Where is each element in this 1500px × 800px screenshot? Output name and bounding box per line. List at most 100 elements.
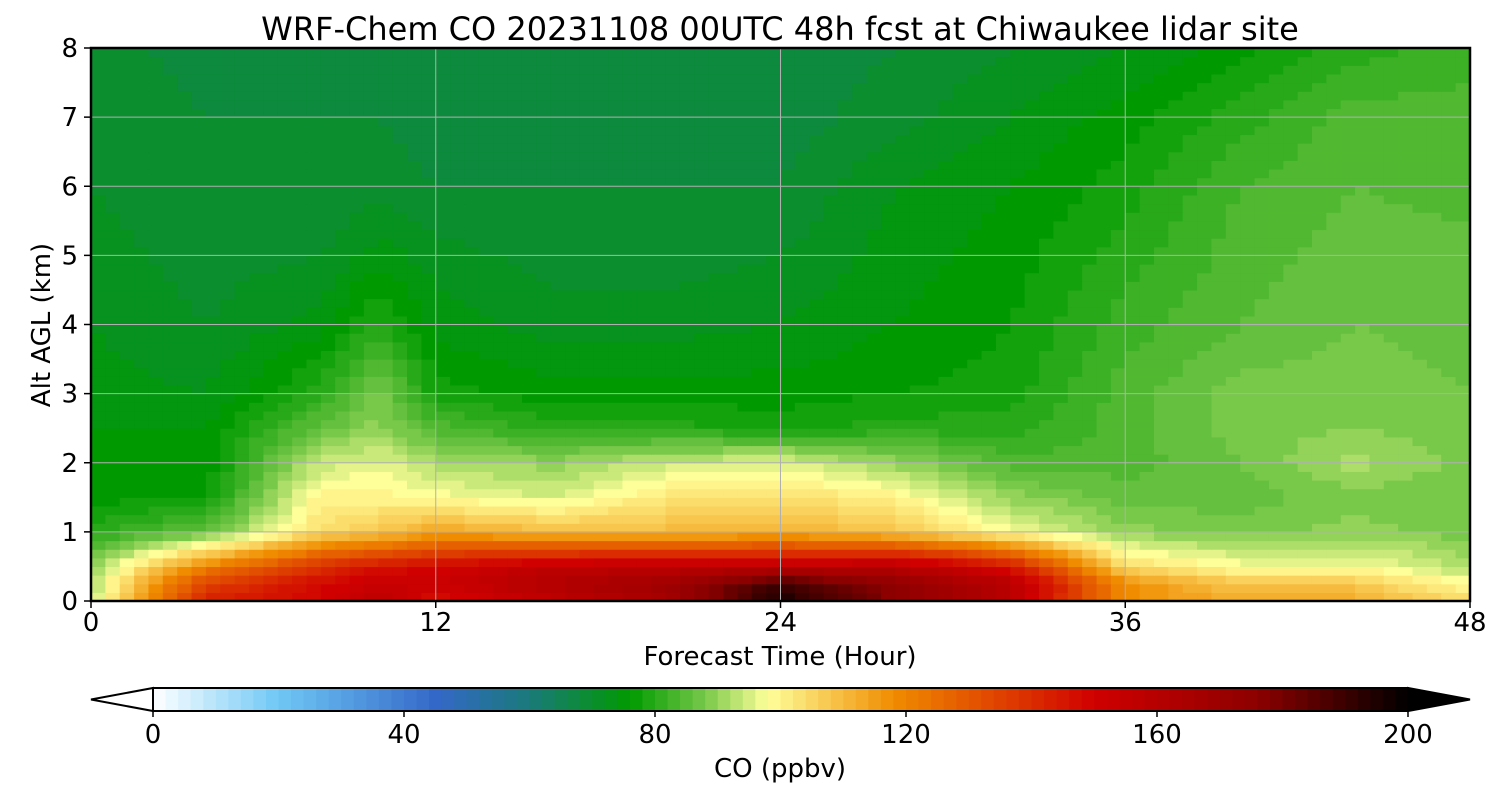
heatmap-cell [766, 272, 782, 282]
heatmap-cell [565, 229, 580, 239]
heatmap-cell [119, 523, 135, 533]
heatmap-cell [1240, 186, 1256, 196]
heatmap-cell [708, 566, 724, 576]
heatmap-cell [435, 592, 451, 602]
heatmap-cell [1096, 203, 1112, 213]
heatmap-cell [464, 307, 480, 317]
heatmap-cell [737, 540, 753, 550]
heatmap-cell [435, 471, 451, 481]
heatmap-cell [1082, 376, 1098, 386]
heatmap-cell [1326, 583, 1342, 593]
heatmap-cell [823, 488, 839, 498]
heatmap-cell [1125, 384, 1141, 395]
heatmap-cell [895, 428, 911, 438]
heatmap-cell [881, 203, 897, 213]
heatmap-cell [263, 531, 279, 542]
heatmap-cell [205, 298, 221, 308]
heatmap-cell [119, 367, 135, 377]
heatmap-cell [1182, 575, 1198, 585]
heatmap-cell [1455, 160, 1471, 170]
heatmap-cell [1197, 454, 1213, 464]
heatmap-cell [378, 566, 394, 576]
heatmap-cell [866, 531, 882, 542]
heatmap-cell [751, 246, 767, 256]
heatmap-cell [924, 497, 940, 507]
heatmap-cell [1268, 168, 1284, 179]
heatmap-cell [249, 402, 264, 412]
heatmap-cell [593, 168, 609, 179]
heatmap-cell [1240, 264, 1256, 274]
heatmap-cell [1441, 367, 1457, 377]
heatmap-cell [1455, 410, 1471, 421]
heatmap-cell [306, 410, 322, 421]
heatmap-cell [837, 315, 853, 326]
heatmap-cell [1311, 255, 1327, 265]
heatmap-cell [421, 514, 437, 524]
heatmap-cell [1225, 281, 1241, 291]
heatmap-cell [1039, 350, 1055, 360]
heatmap-cell [1297, 376, 1313, 386]
heatmap-cell [134, 419, 150, 429]
heatmap-cell [651, 298, 667, 308]
heatmap-cell [1082, 428, 1098, 438]
heatmap-cell [507, 341, 523, 352]
heatmap-cell [924, 359, 940, 369]
heatmap-cell [1340, 592, 1356, 602]
heatmap-cell [895, 531, 911, 542]
heatmap-cell [1225, 272, 1241, 282]
heatmap-cell [651, 333, 667, 343]
heatmap-cell [1096, 324, 1112, 334]
heatmap-cell [1211, 402, 1227, 412]
heatmap-cell [809, 264, 825, 274]
heatmap-cell [177, 514, 193, 524]
heatmap-cell [421, 592, 437, 602]
heatmap-cell [363, 238, 379, 248]
heatmap-cell [780, 289, 796, 300]
heatmap-cell [234, 384, 250, 395]
heatmap-cell [995, 549, 1011, 559]
heatmap-cell [1455, 514, 1471, 524]
heatmap-cell [378, 264, 394, 274]
heatmap-cell [550, 384, 566, 395]
heatmap-cell [651, 583, 667, 593]
heatmap-cell [593, 186, 609, 196]
heatmap-cell [995, 350, 1011, 360]
heatmap-cell [263, 454, 279, 464]
heatmap-cell [407, 160, 422, 170]
heatmap-cell [407, 445, 422, 455]
heatmap-cell [852, 393, 868, 403]
heatmap-cell [723, 272, 738, 282]
heatmap-cell [593, 333, 609, 343]
heatmap-cell [435, 566, 451, 576]
heatmap-cell [550, 238, 566, 248]
heatmap-cell [277, 246, 293, 256]
heatmap-cell [1039, 376, 1055, 386]
heatmap-cell [234, 393, 250, 403]
heatmap-cell [1311, 410, 1327, 421]
heatmap-cell [636, 592, 652, 602]
heatmap-cell [507, 350, 523, 360]
heatmap-cell [392, 186, 408, 196]
heatmap-cell [162, 298, 178, 308]
heatmap-cell [608, 177, 624, 187]
heatmap-cell [1268, 445, 1284, 455]
heatmap-cell [521, 583, 537, 593]
heatmap-cell [507, 298, 523, 308]
heatmap-cell [134, 445, 150, 455]
heatmap-cell [1139, 333, 1155, 343]
heatmap-cell [1067, 445, 1083, 455]
heatmap-cell [306, 160, 322, 170]
heatmap-cell [952, 384, 968, 395]
heatmap-cell [263, 419, 279, 429]
heatmap-cell [1110, 557, 1126, 568]
heatmap-cell [1125, 488, 1141, 498]
heatmap-cell [1024, 471, 1040, 481]
heatmap-cell [1340, 246, 1356, 256]
heatmap-cell [751, 540, 767, 550]
heatmap-cell [1053, 367, 1069, 377]
heatmap-cell [866, 445, 882, 455]
heatmap-cell [134, 289, 150, 300]
heatmap-cell [1182, 255, 1198, 265]
heatmap-cell [450, 531, 466, 542]
